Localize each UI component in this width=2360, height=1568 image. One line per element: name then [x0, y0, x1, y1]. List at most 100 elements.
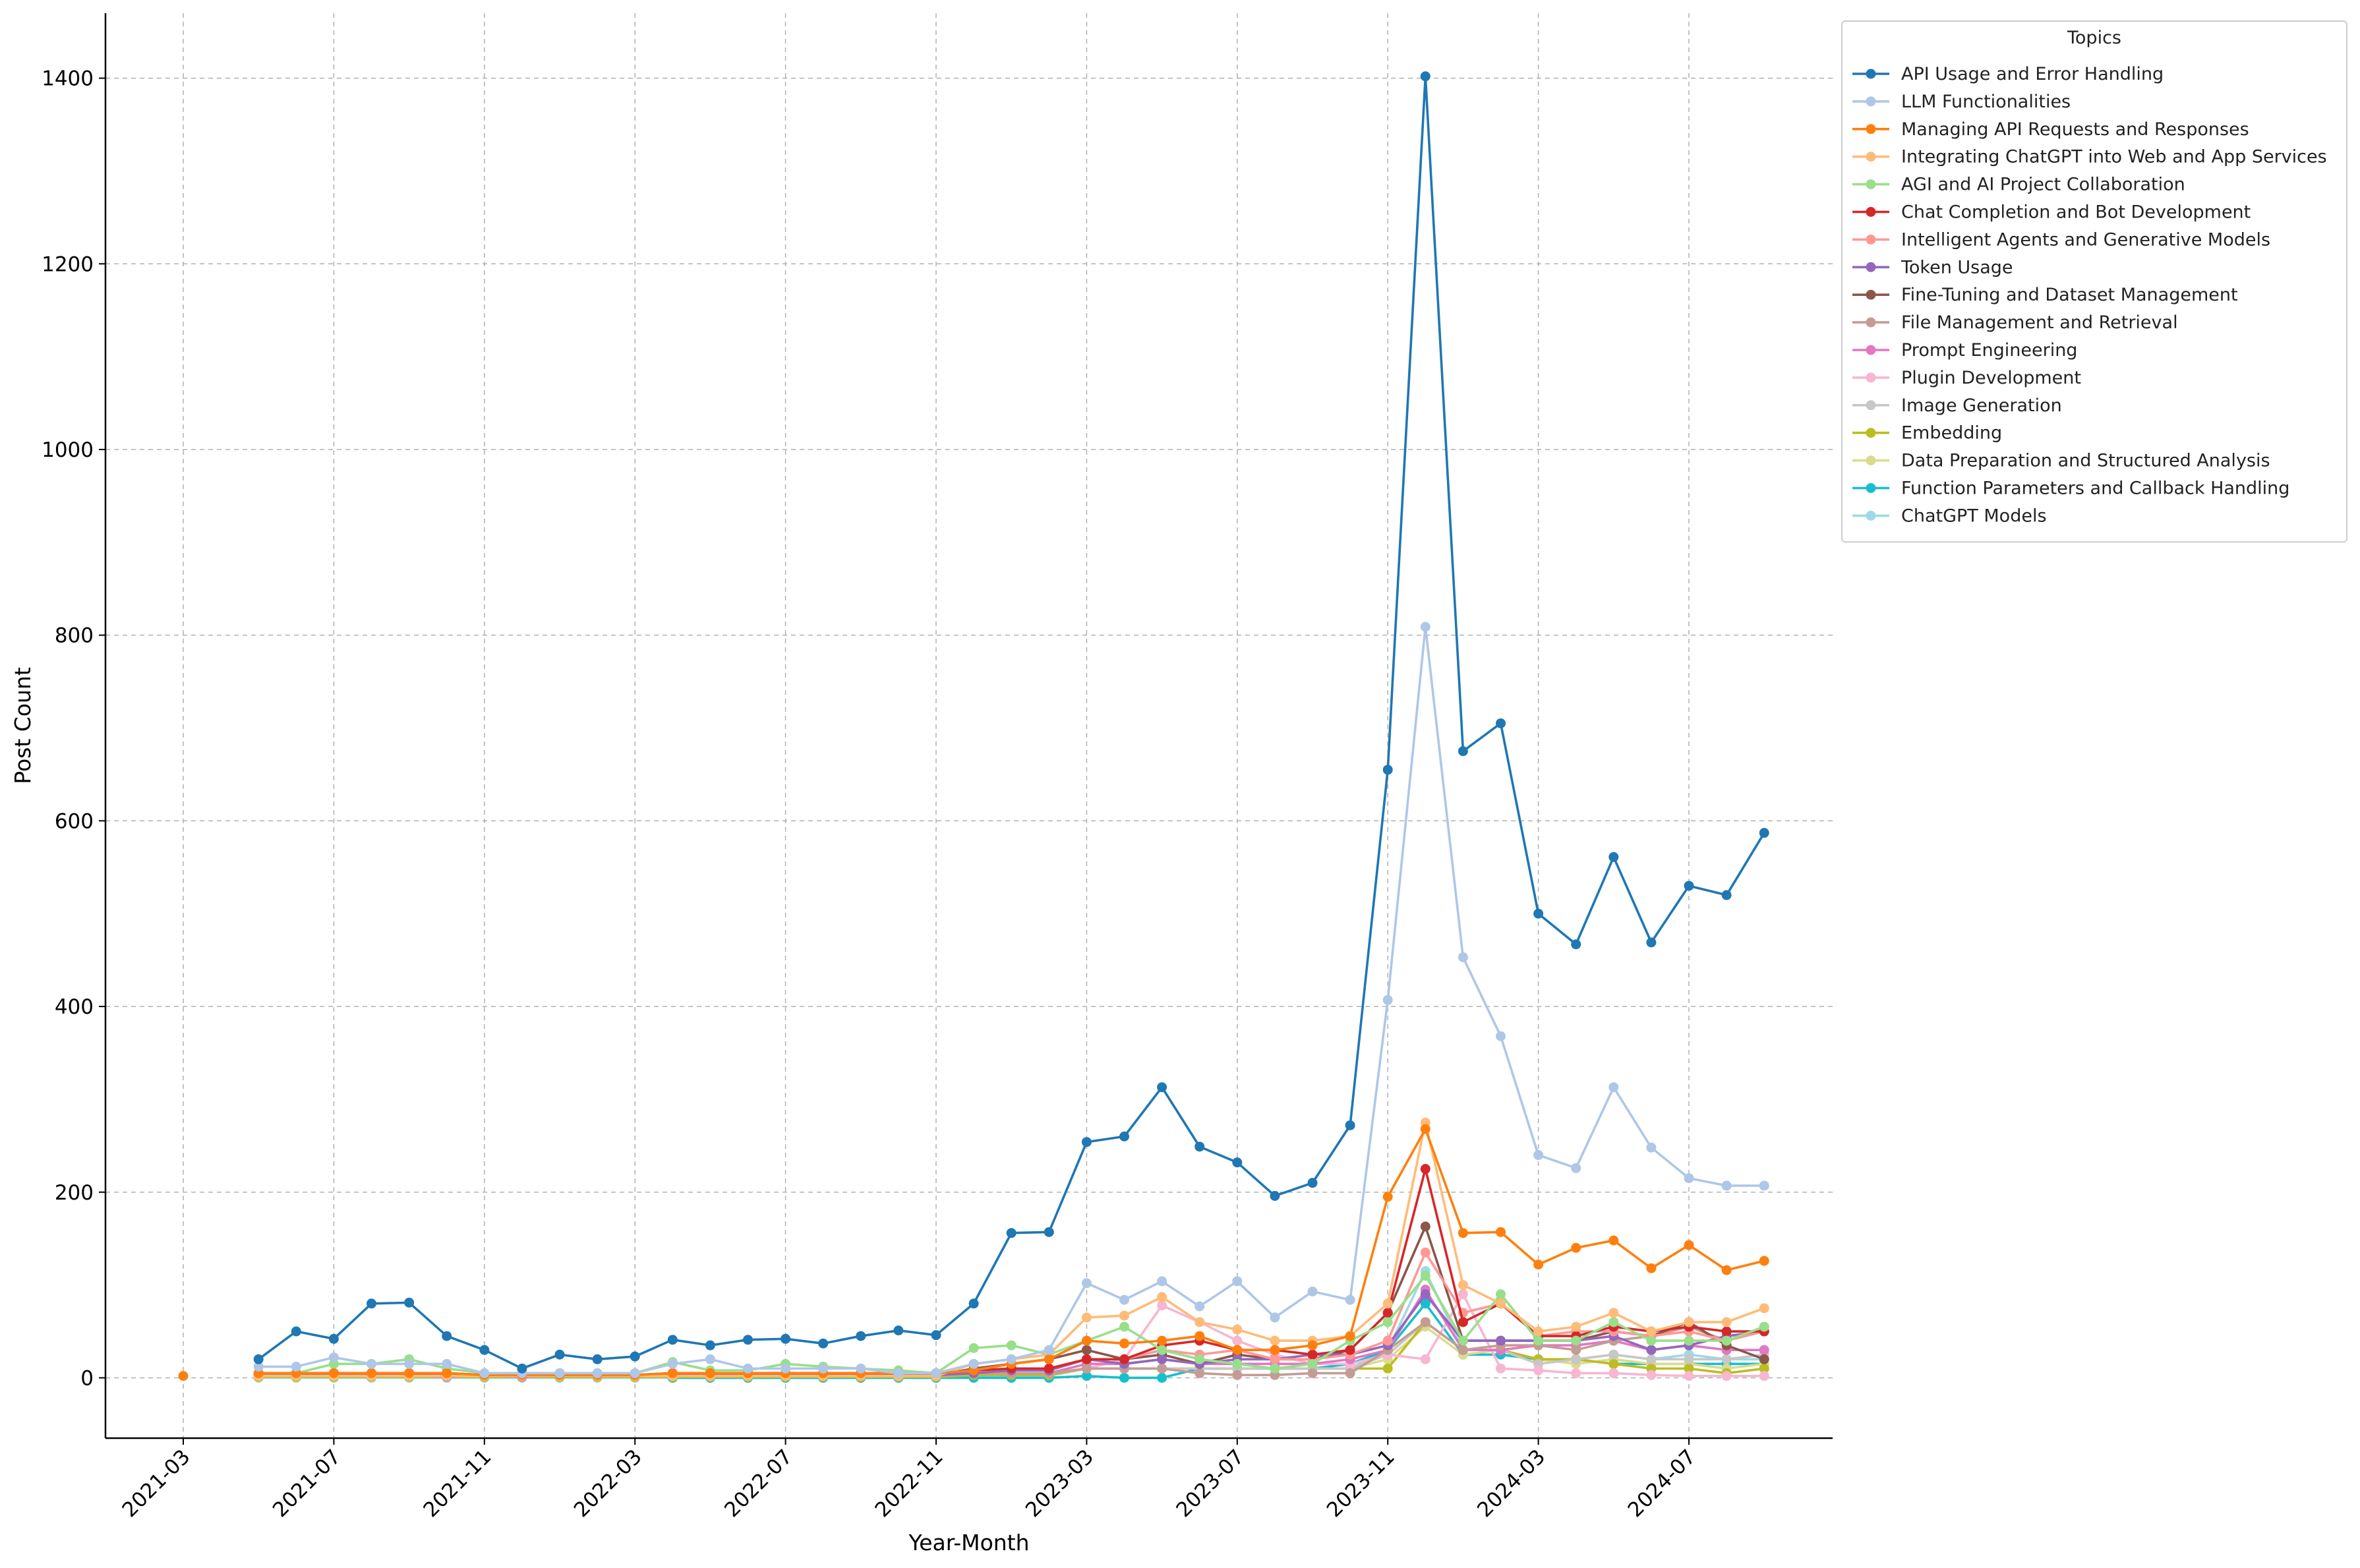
- data-point: [1081, 1335, 1092, 1346]
- data-point: [1684, 1363, 1694, 1374]
- data-point: [1382, 1298, 1393, 1309]
- data-point: [1119, 1354, 1129, 1364]
- data-point: [893, 1368, 904, 1378]
- data-point: [1081, 1137, 1092, 1147]
- data-point: [1195, 1368, 1205, 1378]
- legend-label: AGI and AI Project Collaboration: [1901, 175, 2185, 195]
- data-point: [1195, 1317, 1205, 1327]
- legend-label: API Usage and Error Handling: [1901, 64, 2164, 84]
- data-point: [328, 1352, 339, 1362]
- data-point: [1571, 1242, 1581, 1253]
- data-point: [1119, 1372, 1129, 1383]
- data-point: [328, 1333, 339, 1344]
- data-point: [1345, 1120, 1355, 1130]
- data-point: [1081, 1278, 1092, 1289]
- data-point: [1119, 1321, 1129, 1332]
- data-point: [404, 1297, 415, 1308]
- data-point: [1608, 1235, 1619, 1246]
- data-point: [1571, 1345, 1581, 1355]
- data-point: [1382, 1317, 1393, 1327]
- legend-item: Fine-Tuning and Dataset Management: [1852, 285, 2238, 305]
- legend-label: Fine-Tuning and Dataset Management: [1901, 285, 2238, 305]
- data-point: [1270, 1345, 1280, 1355]
- legend-item: Embedding: [1852, 423, 2002, 444]
- legend-label: Data Preparation and Structured Analysis: [1901, 451, 2270, 471]
- data-point: [1420, 1317, 1431, 1327]
- data-point: [1759, 1256, 1769, 1266]
- data-point: [1232, 1335, 1243, 1346]
- data-point: [1044, 1363, 1054, 1374]
- data-point: [1571, 939, 1581, 950]
- legend-swatch-marker: [1866, 345, 1876, 355]
- data-point: [1721, 1371, 1732, 1381]
- legend-item: Function Parameters and Callback Handlin…: [1852, 479, 2289, 499]
- data-point: [554, 1349, 565, 1360]
- data-point: [1382, 1335, 1393, 1346]
- y-tick-label: 1000: [42, 438, 94, 462]
- series-1: [253, 622, 1769, 1378]
- data-point: [1119, 1131, 1129, 1142]
- data-point: [1571, 1354, 1581, 1364]
- data-point: [1081, 1345, 1092, 1355]
- data-point: [1345, 1345, 1355, 1355]
- legend-item: Data Preparation and Structured Analysis: [1852, 451, 2270, 471]
- legend-swatch-marker: [1866, 317, 1876, 328]
- legend-item: Plugin Development: [1852, 368, 2081, 388]
- legend-swatch-marker: [1866, 207, 1876, 217]
- data-point: [1759, 1180, 1769, 1191]
- data-point: [1684, 1173, 1694, 1184]
- data-point: [1044, 1354, 1054, 1364]
- y-tick-label: 600: [55, 809, 94, 833]
- data-point: [1608, 1082, 1619, 1093]
- data-point: [1420, 1247, 1431, 1258]
- data-point: [1608, 1317, 1619, 1327]
- legend-item: AGI and AI Project Collaboration: [1852, 175, 2185, 195]
- data-point: [705, 1340, 715, 1350]
- data-point: [592, 1368, 603, 1378]
- data-point: [1458, 1280, 1468, 1291]
- data-point: [1232, 1157, 1243, 1168]
- data-point: [1420, 1124, 1431, 1134]
- data-point: [743, 1335, 753, 1345]
- data-point: [781, 1363, 791, 1374]
- data-point: [1157, 1345, 1167, 1355]
- data-point: [1646, 1354, 1657, 1364]
- data-point: [1608, 1308, 1619, 1318]
- data-point: [1382, 765, 1393, 775]
- data-point: [1496, 1227, 1506, 1237]
- data-point: [818, 1363, 829, 1374]
- grid-lines: [105, 13, 1833, 1438]
- data-point: [1571, 1321, 1581, 1332]
- data-point: [1157, 1372, 1167, 1383]
- x-tick-label: 2024-03: [1473, 1445, 1550, 1522]
- x-tick-label: 2022-07: [720, 1445, 797, 1522]
- data-point: [1721, 1335, 1732, 1346]
- legend-box: [1841, 20, 2347, 543]
- data-point: [781, 1333, 791, 1344]
- data-point: [856, 1331, 866, 1341]
- data-point: [1721, 1326, 1732, 1337]
- legend-label: ChatGPT Models: [1901, 506, 2047, 526]
- data-point: [1420, 1354, 1431, 1364]
- data-point: [1571, 1335, 1581, 1346]
- data-point: [1571, 1163, 1581, 1173]
- data-point: [1420, 1164, 1431, 1175]
- data-point: [1608, 852, 1619, 862]
- data-point: [1646, 1345, 1657, 1355]
- data-point: [1458, 1228, 1468, 1238]
- data-point: [1345, 1294, 1355, 1305]
- x-tick-label: 2022-11: [871, 1445, 948, 1522]
- legend-label: File Management and Retrieval: [1901, 312, 2178, 333]
- legend-title: Topics: [2067, 28, 2121, 48]
- x-tick-label: 2022-03: [570, 1445, 647, 1522]
- legend-item: Prompt Engineering: [1852, 340, 2077, 361]
- data-point: [1684, 1240, 1694, 1250]
- data-point: [1684, 1354, 1694, 1364]
- data-point: [442, 1368, 452, 1378]
- data-point: [1382, 995, 1393, 1005]
- data-point: [291, 1326, 301, 1337]
- data-point: [1157, 1300, 1167, 1311]
- data-point: [1232, 1276, 1243, 1287]
- legend-label: Token Usage: [1901, 257, 2013, 277]
- data-point: [1721, 1180, 1732, 1191]
